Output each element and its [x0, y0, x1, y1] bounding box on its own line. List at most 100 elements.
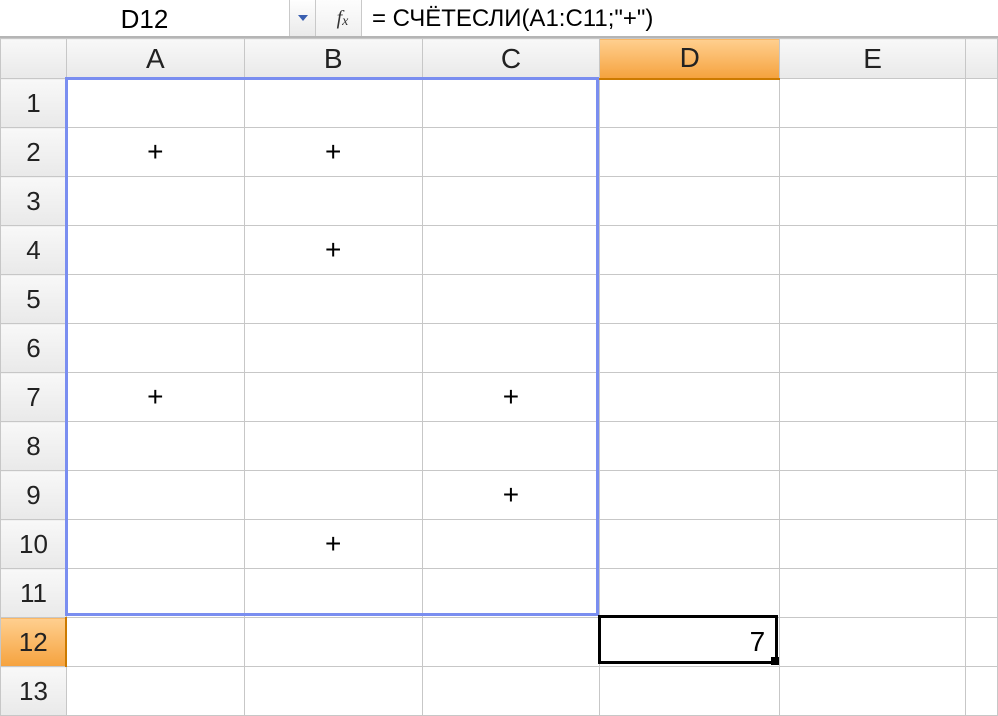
- name-box[interactable]: D12: [0, 0, 289, 36]
- cell-E12[interactable]: [780, 618, 966, 667]
- cell-E11[interactable]: [780, 569, 966, 618]
- cell-A5[interactable]: [66, 275, 244, 324]
- cell-A11[interactable]: [66, 569, 244, 618]
- cell-C2[interactable]: [422, 128, 600, 177]
- cell-A3[interactable]: [66, 177, 244, 226]
- cell-B2[interactable]: +: [244, 128, 422, 177]
- cell-C3[interactable]: [422, 177, 600, 226]
- row-header-11[interactable]: 11: [1, 569, 67, 618]
- cell-F1[interactable]: [966, 79, 998, 128]
- cell-D5[interactable]: [600, 275, 780, 324]
- cell-D10[interactable]: [600, 520, 780, 569]
- cell-A12[interactable]: [66, 618, 244, 667]
- cell-D13[interactable]: [600, 667, 780, 716]
- cell-B4[interactable]: +: [244, 226, 422, 275]
- cell-D3[interactable]: [600, 177, 780, 226]
- col-header-E[interactable]: E: [780, 39, 966, 79]
- row-header-2[interactable]: 2: [1, 128, 67, 177]
- row-header-3[interactable]: 3: [1, 177, 67, 226]
- row-header-4[interactable]: 4: [1, 226, 67, 275]
- cell-F13[interactable]: [966, 667, 998, 716]
- name-box-dropdown[interactable]: [289, 0, 315, 36]
- col-header-A[interactable]: A: [66, 39, 244, 79]
- cell-E2[interactable]: [780, 128, 966, 177]
- cell-B11[interactable]: [244, 569, 422, 618]
- cell-D1[interactable]: [600, 79, 780, 128]
- row-header-7[interactable]: 7: [1, 373, 67, 422]
- cell-D4[interactable]: [600, 226, 780, 275]
- cell-C12[interactable]: [422, 618, 600, 667]
- cell-E6[interactable]: [780, 324, 966, 373]
- cell-F2[interactable]: [966, 128, 998, 177]
- row-header-12[interactable]: 12: [1, 618, 67, 667]
- row-header-1[interactable]: 1: [1, 79, 67, 128]
- cell-E4[interactable]: [780, 226, 966, 275]
- cell-F9[interactable]: [966, 471, 998, 520]
- cell-E10[interactable]: [780, 520, 966, 569]
- cell-C5[interactable]: [422, 275, 600, 324]
- cell-D6[interactable]: [600, 324, 780, 373]
- cell-F8[interactable]: [966, 422, 998, 471]
- cell-E5[interactable]: [780, 275, 966, 324]
- cell-C10[interactable]: [422, 520, 600, 569]
- cell-B8[interactable]: [244, 422, 422, 471]
- cell-F11[interactable]: [966, 569, 998, 618]
- row-header-8[interactable]: 8: [1, 422, 67, 471]
- cell-C4[interactable]: [422, 226, 600, 275]
- cell-E1[interactable]: [780, 79, 966, 128]
- cell-E13[interactable]: [780, 667, 966, 716]
- cell-D12[interactable]: 7: [600, 618, 780, 667]
- cell-D11[interactable]: [600, 569, 780, 618]
- cell-A4[interactable]: [66, 226, 244, 275]
- cell-B3[interactable]: [244, 177, 422, 226]
- cell-B10[interactable]: +: [244, 520, 422, 569]
- cell-F3[interactable]: [966, 177, 998, 226]
- cell-B12[interactable]: [244, 618, 422, 667]
- cell-B13[interactable]: [244, 667, 422, 716]
- cell-A1[interactable]: [66, 79, 244, 128]
- cell-A9[interactable]: [66, 471, 244, 520]
- cell-B7[interactable]: [244, 373, 422, 422]
- col-header-D[interactable]: D: [600, 39, 780, 79]
- col-header-B[interactable]: B: [244, 39, 422, 79]
- cell-F5[interactable]: [966, 275, 998, 324]
- row-header-5[interactable]: 5: [1, 275, 67, 324]
- cell-A8[interactable]: [66, 422, 244, 471]
- cell-C7[interactable]: +: [422, 373, 600, 422]
- cell-E9[interactable]: [780, 471, 966, 520]
- cell-A13[interactable]: [66, 667, 244, 716]
- cell-B9[interactable]: [244, 471, 422, 520]
- cell-D2[interactable]: [600, 128, 780, 177]
- cell-A6[interactable]: [66, 324, 244, 373]
- col-header-C[interactable]: C: [422, 39, 600, 79]
- cell-A2[interactable]: +: [66, 128, 244, 177]
- col-header-F[interactable]: [966, 39, 998, 79]
- cell-B5[interactable]: [244, 275, 422, 324]
- fx-button[interactable]: fx: [324, 0, 362, 36]
- cell-F6[interactable]: [966, 324, 998, 373]
- cell-F7[interactable]: [966, 373, 998, 422]
- cell-E3[interactable]: [780, 177, 966, 226]
- cell-C1[interactable]: [422, 79, 600, 128]
- cell-A7[interactable]: +: [66, 373, 244, 422]
- cell-A10[interactable]: [66, 520, 244, 569]
- row-header-9[interactable]: 9: [1, 471, 67, 520]
- select-all-corner[interactable]: [1, 39, 67, 79]
- cell-F12[interactable]: [966, 618, 998, 667]
- cell-E8[interactable]: [780, 422, 966, 471]
- formula-input[interactable]: = СЧЁТЕСЛИ(A1:C11;"+"): [362, 0, 998, 36]
- cell-E7[interactable]: [780, 373, 966, 422]
- cell-C6[interactable]: [422, 324, 600, 373]
- row-header-13[interactable]: 13: [1, 667, 67, 716]
- row-header-10[interactable]: 10: [1, 520, 67, 569]
- cell-D9[interactable]: [600, 471, 780, 520]
- row-header-6[interactable]: 6: [1, 324, 67, 373]
- cell-C11[interactable]: [422, 569, 600, 618]
- cell-B6[interactable]: [244, 324, 422, 373]
- cell-C13[interactable]: [422, 667, 600, 716]
- cell-C9[interactable]: +: [422, 471, 600, 520]
- cell-C8[interactable]: [422, 422, 600, 471]
- cell-D7[interactable]: [600, 373, 780, 422]
- cell-F10[interactable]: [966, 520, 998, 569]
- cell-D8[interactable]: [600, 422, 780, 471]
